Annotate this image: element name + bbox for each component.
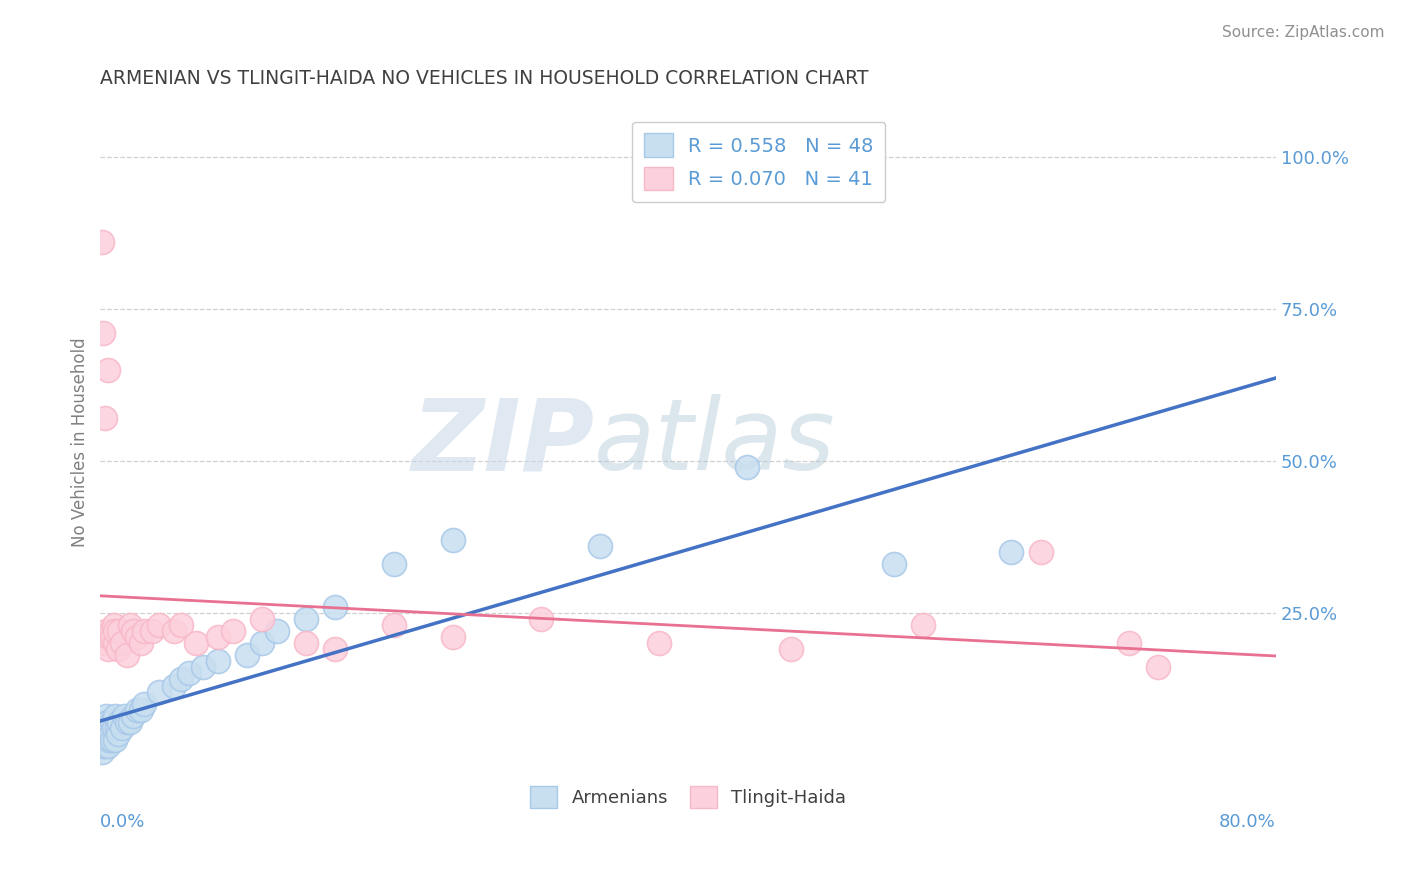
Point [131, 636, 153, 650]
Point [163, 679, 186, 693]
Point [108, 624, 131, 638]
Y-axis label: No Vehicles in Household: No Vehicles in Household [72, 338, 89, 548]
Point [100, 624, 122, 638]
Point [1000, 545, 1022, 559]
Point [207, 630, 229, 644]
Point [589, 539, 612, 553]
Legend: Armenians, Tlingit-Haida: Armenians, Tlingit-Haida [523, 780, 853, 815]
Point [118, 617, 141, 632]
Point [170, 673, 193, 687]
Point [148, 617, 170, 632]
Point [295, 636, 318, 650]
Point [115, 648, 138, 662]
Point [94, 714, 117, 729]
Point [735, 459, 758, 474]
Point [177, 666, 200, 681]
Point [912, 617, 935, 632]
Point [115, 714, 138, 729]
Point [193, 660, 215, 674]
Text: ZIP: ZIP [411, 394, 595, 491]
Point [250, 636, 273, 650]
Text: atlas: atlas [595, 394, 835, 491]
Point [131, 703, 153, 717]
Point [382, 557, 405, 571]
Point [266, 624, 288, 638]
Point [90, 235, 112, 249]
Point [94, 727, 117, 741]
Point [111, 636, 134, 650]
Point [91, 326, 114, 341]
Point [107, 727, 129, 741]
Text: Source: ZipAtlas.com: Source: ZipAtlas.com [1222, 25, 1385, 40]
Point [101, 714, 124, 729]
Point [648, 636, 671, 650]
Point [96, 624, 118, 638]
Point [118, 714, 141, 729]
Point [134, 697, 156, 711]
Point [112, 709, 135, 723]
Point [107, 642, 129, 657]
Point [105, 721, 128, 735]
Point [121, 624, 143, 638]
Point [441, 533, 464, 547]
Point [97, 362, 120, 376]
Point [104, 709, 127, 723]
Point [94, 739, 117, 754]
Text: 80.0%: 80.0% [1219, 814, 1277, 831]
Point [134, 624, 156, 638]
Point [127, 630, 149, 644]
Point [325, 642, 347, 657]
Point [103, 721, 125, 735]
Point [170, 617, 193, 632]
Point [111, 721, 134, 735]
Point [104, 733, 127, 747]
Point [530, 612, 553, 626]
Point [96, 709, 118, 723]
Point [104, 624, 127, 638]
Point [163, 624, 186, 638]
Point [1147, 660, 1170, 674]
Point [90, 733, 112, 747]
Point [98, 630, 121, 644]
Point [101, 630, 124, 644]
Point [100, 727, 122, 741]
Point [104, 636, 127, 650]
Point [101, 733, 124, 747]
Text: ARMENIAN VS TLINGIT-HAIDA NO VEHICLES IN HOUSEHOLD CORRELATION CHART: ARMENIAN VS TLINGIT-HAIDA NO VEHICLES IN… [100, 69, 869, 87]
Point [441, 630, 464, 644]
Point [780, 642, 803, 657]
Point [883, 557, 905, 571]
Point [250, 612, 273, 626]
Point [382, 617, 405, 632]
Point [91, 721, 114, 735]
Point [236, 648, 259, 662]
Point [97, 727, 120, 741]
Text: 0.0%: 0.0% [100, 814, 146, 831]
Point [127, 703, 149, 717]
Point [97, 714, 120, 729]
Point [97, 739, 120, 754]
Point [325, 599, 347, 614]
Point [90, 745, 112, 759]
Point [96, 733, 118, 747]
Point [148, 684, 170, 698]
Point [94, 411, 117, 425]
Point [221, 624, 243, 638]
Point [98, 721, 121, 735]
Point [98, 733, 121, 747]
Point [97, 642, 120, 657]
Point [121, 709, 143, 723]
Point [91, 739, 114, 754]
Point [103, 617, 125, 632]
Point [108, 714, 131, 729]
Point [141, 624, 163, 638]
Point [1118, 636, 1140, 650]
Point [1029, 545, 1052, 559]
Point [94, 636, 117, 650]
Point [184, 636, 207, 650]
Point [207, 654, 229, 668]
Point [295, 612, 318, 626]
